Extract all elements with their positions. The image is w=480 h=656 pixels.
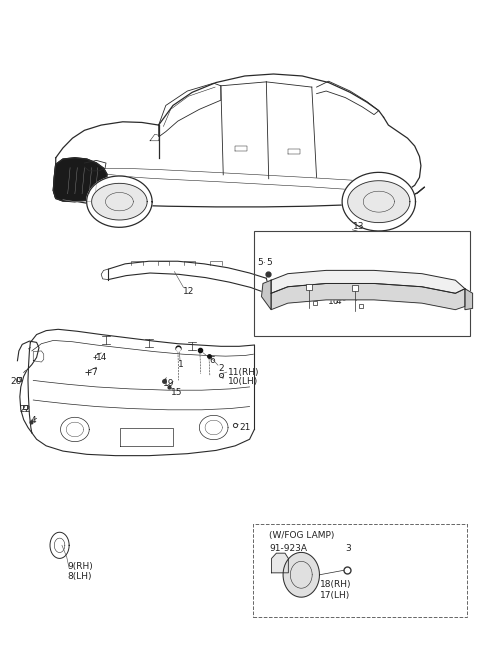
Text: 4: 4 bbox=[297, 289, 302, 298]
Text: 16: 16 bbox=[290, 284, 301, 293]
Polygon shape bbox=[283, 552, 320, 597]
Text: 5: 5 bbox=[257, 258, 263, 267]
Text: (W/FOG LAMP): (W/FOG LAMP) bbox=[269, 531, 334, 540]
Text: 10(LH): 10(LH) bbox=[228, 377, 258, 386]
Text: 11(RH): 11(RH) bbox=[228, 368, 260, 377]
Text: 12: 12 bbox=[182, 287, 194, 296]
Text: 16: 16 bbox=[327, 297, 339, 306]
Polygon shape bbox=[272, 553, 288, 573]
Polygon shape bbox=[199, 415, 228, 440]
Text: 18(RH): 18(RH) bbox=[321, 580, 352, 589]
Text: 21: 21 bbox=[239, 423, 251, 432]
Text: 7: 7 bbox=[92, 368, 97, 377]
Text: 4: 4 bbox=[30, 417, 36, 426]
Text: 4: 4 bbox=[336, 297, 341, 306]
Polygon shape bbox=[60, 417, 89, 441]
Text: 2: 2 bbox=[218, 364, 224, 373]
Polygon shape bbox=[271, 283, 465, 310]
Polygon shape bbox=[342, 173, 416, 231]
Bar bbox=[254, 231, 470, 336]
Polygon shape bbox=[465, 289, 473, 310]
Text: 15: 15 bbox=[170, 388, 182, 397]
Text: 5: 5 bbox=[266, 258, 272, 267]
Polygon shape bbox=[53, 158, 107, 201]
Text: 13: 13 bbox=[352, 222, 364, 231]
Polygon shape bbox=[87, 176, 152, 228]
Text: 9(RH): 9(RH) bbox=[68, 562, 94, 571]
Text: 19: 19 bbox=[163, 379, 175, 388]
Polygon shape bbox=[262, 280, 271, 310]
Text: 16: 16 bbox=[336, 294, 347, 303]
Text: 20: 20 bbox=[10, 377, 22, 386]
Polygon shape bbox=[348, 180, 410, 222]
Bar bbox=[253, 524, 468, 617]
Text: 8(LH): 8(LH) bbox=[68, 572, 92, 581]
Text: 17(LH): 17(LH) bbox=[321, 590, 351, 600]
Polygon shape bbox=[92, 183, 147, 220]
Text: 91-923A: 91-923A bbox=[270, 544, 308, 553]
Text: 14: 14 bbox=[96, 353, 108, 362]
Text: 1: 1 bbox=[178, 359, 183, 369]
Text: 16: 16 bbox=[287, 289, 299, 298]
Text: 4: 4 bbox=[307, 284, 312, 293]
Text: 3: 3 bbox=[345, 544, 351, 553]
Text: 6: 6 bbox=[210, 356, 216, 365]
Polygon shape bbox=[50, 532, 69, 558]
Text: 22: 22 bbox=[20, 405, 31, 415]
Polygon shape bbox=[271, 270, 465, 293]
Text: 4: 4 bbox=[352, 294, 358, 303]
